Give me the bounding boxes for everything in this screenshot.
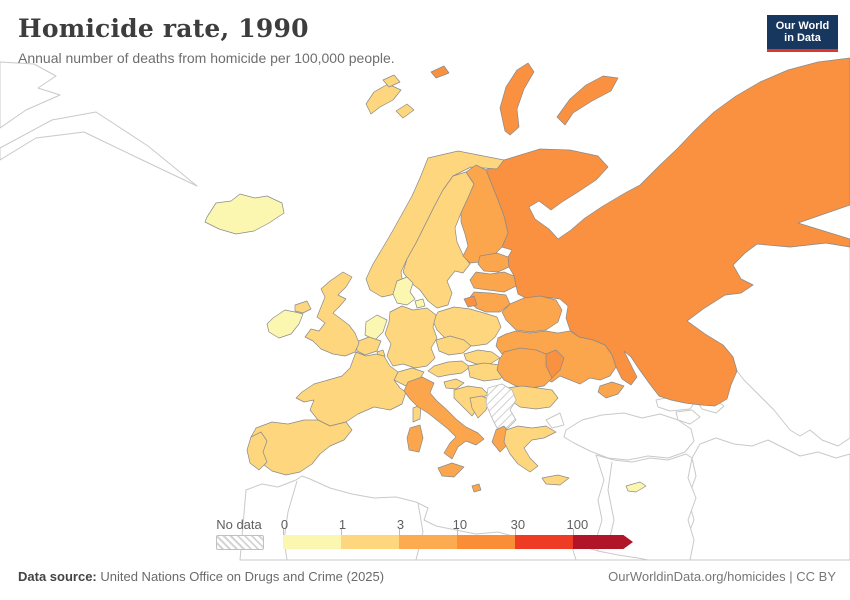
country-slovenia[interactable] bbox=[443, 378, 465, 390]
country-armenia bbox=[675, 409, 701, 425]
chart-footer: Data source: United Nations Office on Dr… bbox=[18, 569, 836, 584]
page-title: Homicide rate, 1990 bbox=[18, 14, 309, 43]
owid-logo-line1: Our World bbox=[775, 20, 830, 32]
legend-band-2[interactable] bbox=[399, 535, 457, 549]
data-source-text: United Nations Office on Drugs and Crime… bbox=[96, 569, 385, 584]
legend-tick-mark-1 bbox=[341, 529, 342, 535]
data-source-line: Data source: United Nations Office on Dr… bbox=[18, 569, 384, 584]
country-novaya-zemlya-north[interactable] bbox=[499, 62, 535, 136]
country-spain[interactable] bbox=[250, 419, 353, 476]
country-middle-east-region bbox=[595, 453, 697, 561]
owid-link[interactable]: OurWorldinData.org/homicides | CC BY bbox=[608, 569, 836, 584]
legend-tick-mark-30 bbox=[515, 529, 516, 535]
country-slovakia[interactable] bbox=[463, 349, 501, 365]
legend-band-1[interactable] bbox=[341, 535, 399, 549]
border-morocco-algeria bbox=[283, 480, 298, 561]
page-subtitle: Annual number of deaths from homicide pe… bbox=[18, 50, 395, 66]
country-iceland[interactable] bbox=[204, 193, 285, 235]
country-romania[interactable] bbox=[496, 347, 553, 389]
country-kaliningrad[interactable] bbox=[463, 295, 478, 308]
border-levant bbox=[607, 461, 615, 546]
data-source-label: Data source: bbox=[18, 569, 97, 584]
legend-tick-mark-100 bbox=[573, 529, 574, 535]
country-portugal[interactable] bbox=[246, 431, 268, 471]
legend-band-3[interactable] bbox=[457, 535, 515, 549]
country-russia[interactable] bbox=[485, 57, 850, 407]
country-denmark-zealand[interactable] bbox=[414, 298, 426, 309]
country-belgium[interactable] bbox=[355, 336, 382, 356]
country-united-kingdom[interactable] bbox=[304, 271, 360, 357]
legend-tick-label-30: 30 bbox=[510, 517, 526, 532]
legend-tick-mark-0 bbox=[283, 529, 284, 535]
country-czechia[interactable] bbox=[435, 335, 472, 356]
country-turkey bbox=[563, 412, 695, 461]
legend-tick-label-0: 0 bbox=[280, 517, 289, 532]
legend-no-data-swatch[interactable] bbox=[216, 535, 264, 550]
country-northern-ireland[interactable] bbox=[294, 300, 312, 314]
country-svalbard-north[interactable] bbox=[382, 74, 401, 88]
legend-tick-label-100: 100 bbox=[566, 517, 589, 532]
country-turkey-thrace bbox=[545, 412, 565, 429]
legend-tick-label-1: 1 bbox=[338, 517, 347, 532]
legend-band-0[interactable] bbox=[283, 535, 341, 549]
country-greece[interactable] bbox=[503, 425, 557, 473]
country-sardinia[interactable] bbox=[406, 424, 424, 453]
country-greenland-tip bbox=[0, 111, 198, 187]
country-belarus[interactable] bbox=[501, 295, 563, 333]
country-greenland-coast bbox=[0, 61, 61, 129]
country-malta[interactable] bbox=[471, 483, 482, 493]
country-novaya-zemlya-south[interactable] bbox=[556, 75, 619, 126]
country-svalbard-main[interactable] bbox=[365, 83, 402, 115]
country-austria[interactable] bbox=[427, 360, 471, 378]
legend-no-data-label: No data bbox=[216, 517, 262, 532]
country-italy[interactable] bbox=[403, 376, 485, 460]
legend-band-4[interactable] bbox=[515, 535, 573, 549]
country-sicily[interactable] bbox=[437, 462, 465, 478]
country-crete[interactable] bbox=[541, 474, 570, 486]
country-cyprus[interactable] bbox=[625, 481, 647, 493]
country-svalbard-east[interactable] bbox=[395, 103, 415, 119]
country-germany[interactable] bbox=[384, 305, 438, 369]
legend-tick-mark-3 bbox=[399, 529, 400, 535]
country-denmark[interactable] bbox=[392, 276, 416, 306]
border-libya-egypt bbox=[571, 546, 577, 561]
country-bosnia[interactable] bbox=[469, 395, 491, 419]
country-ireland[interactable] bbox=[266, 309, 304, 339]
country-bulgaria[interactable] bbox=[505, 385, 559, 410]
country-france[interactable] bbox=[295, 351, 407, 427]
country-latvia[interactable] bbox=[469, 271, 517, 293]
legend-tick-label-10: 10 bbox=[452, 517, 468, 532]
legend-band-5[interactable] bbox=[573, 535, 633, 549]
legend-color-bar bbox=[283, 535, 633, 549]
country-estonia[interactable] bbox=[477, 252, 510, 273]
country-serbia-region-no-data[interactable] bbox=[485, 383, 517, 431]
owid-logo-accent-bar bbox=[767, 49, 838, 52]
legend-tick-label-3: 3 bbox=[396, 517, 405, 532]
owid-logo-line2: in Data bbox=[784, 32, 821, 44]
country-crimea[interactable] bbox=[597, 381, 625, 399]
owid-logo[interactable]: Our World in Data bbox=[767, 15, 838, 52]
border-tunisia-libya bbox=[415, 502, 424, 561]
legend-tick-mark-10 bbox=[457, 529, 458, 535]
country-franz-josef-island[interactable] bbox=[430, 65, 450, 79]
country-iran-region bbox=[685, 437, 850, 561]
country-netherlands[interactable] bbox=[364, 314, 388, 341]
